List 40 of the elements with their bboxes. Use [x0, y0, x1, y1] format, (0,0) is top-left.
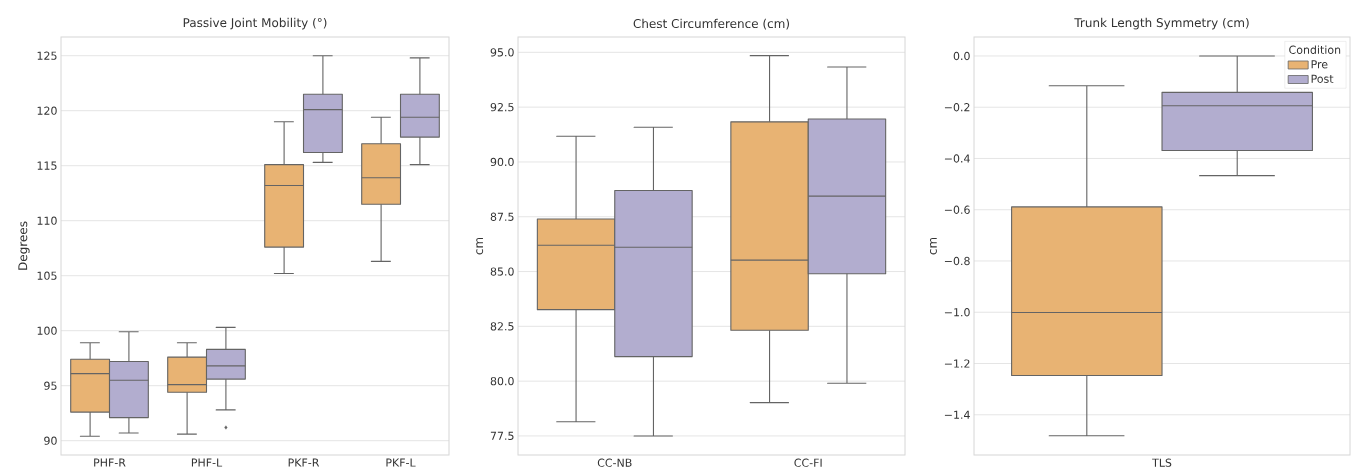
y-tick-label: 100 [37, 326, 57, 335]
legend-title: Condition [1289, 45, 1341, 54]
y-tick-label: 80.0 [490, 376, 514, 386]
y-axis-title: cm [476, 237, 484, 255]
y-tick-label: 92.5 [490, 102, 514, 112]
legend-label: Pre [1311, 60, 1328, 69]
y-tick-label: 95.0 [490, 48, 514, 57]
y-axis-title: Degrees [18, 221, 30, 270]
y-tick-label: 0.0 [953, 51, 970, 61]
y-tick-label: −0.2 [944, 103, 970, 112]
y-tick-label: 115 [37, 161, 57, 170]
y-tick-label: −1.0 [944, 308, 970, 317]
x-tick-label: PKF-L [386, 458, 416, 467]
x-tick-label: PHF-R [94, 458, 126, 467]
chart-title: Passive Joint Mobility (°) [183, 17, 327, 30]
y-tick-label: −0.4 [944, 154, 970, 163]
y-tick-label: −0.8 [944, 256, 970, 266]
y-tick-label: 105 [37, 271, 57, 280]
y-tick-label: 125 [37, 51, 57, 60]
chart-title: Trunk Length Symmetry (cm) [1074, 17, 1249, 30]
y-tick-label: 90 [44, 436, 57, 445]
legend-label: Post [1311, 74, 1334, 83]
y-tick-label: 90.0 [490, 157, 514, 167]
y-tick-label: 77.5 [490, 431, 514, 441]
y-tick-label: 82.5 [490, 322, 514, 331]
y-tick-label: 120 [37, 106, 57, 115]
y-tick-label: 87.5 [490, 212, 514, 221]
y-tick-label: −1.4 [944, 410, 970, 419]
y-tick-label: 110 [37, 216, 57, 225]
y-tick-label: −0.6 [944, 205, 970, 214]
x-tick-label: PHF-L [191, 458, 223, 467]
y-axis-title: cm [930, 237, 937, 255]
y-tick-label: −1.2 [944, 359, 970, 368]
x-tick-label: CC-FI [794, 458, 822, 467]
x-tick-label: TLS [1152, 458, 1172, 467]
x-tick-label: CC-NB [597, 458, 632, 467]
chart-title: Chest Circumference (cm) [633, 18, 790, 30]
y-tick-label: 95 [44, 381, 57, 390]
x-tick-label: PKF-R [288, 458, 320, 467]
y-tick-label: 85.0 [490, 267, 514, 276]
